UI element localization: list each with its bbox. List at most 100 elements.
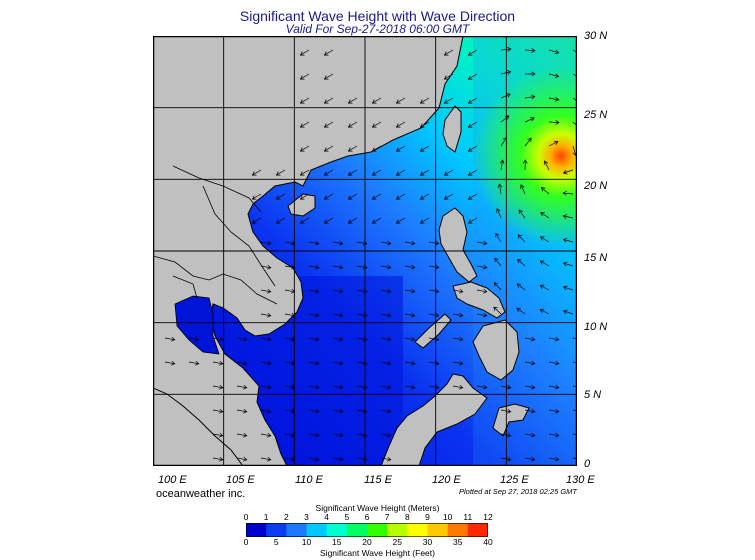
wave-direction-arrow: [356, 384, 368, 390]
lat-label-20n: 20 N: [584, 180, 608, 192]
colorbar-meters-tick: 0: [243, 512, 249, 522]
wave-direction-arrow: [548, 384, 560, 390]
wave-direction-arrow: [476, 264, 488, 270]
wave-direction-arrow: [260, 336, 272, 342]
colorbar-swatch: [467, 523, 488, 537]
wave-direction-arrow: [467, 97, 478, 104]
colorbar-feet-tick: 30: [422, 537, 433, 547]
wave-direction-arrow: [572, 73, 577, 77]
colorbar-feet-tick: 10: [301, 537, 312, 547]
wave-direction-arrow: [428, 264, 440, 270]
wave-direction-arrow: [548, 456, 560, 462]
wave-direction-arrow: [380, 384, 392, 390]
wave-direction-arrow: [380, 312, 392, 318]
wave-direction-arrow: [476, 240, 488, 246]
wave-direction-arrow: [260, 264, 272, 270]
wave-direction-arrow: [347, 193, 358, 200]
colorbar-feet-tick: 25: [392, 537, 402, 547]
wave-direction-arrow: [380, 264, 392, 270]
colorbar-swatch: [306, 523, 328, 537]
wave-direction-arrow: [443, 97, 454, 104]
wave-direction-arrow: [518, 209, 526, 219]
wave-direction-arrow: [323, 73, 334, 80]
wave-direction-arrow: [524, 137, 532, 147]
wave-direction-arrow: [493, 282, 502, 291]
land-sulawesi: [492, 403, 530, 437]
wave-direction-arrow: [284, 384, 296, 390]
wave-direction-arrow: [524, 408, 536, 414]
wave-direction-arrow: [260, 456, 272, 462]
wave-direction-arrow: [500, 137, 507, 147]
wave-direction-arrow: [164, 336, 176, 342]
wave-direction-arrow: [371, 97, 382, 104]
wave-direction-arrow: [500, 384, 512, 390]
wave-direction-arrow: [404, 264, 416, 270]
colorbar-meters-tick: 8: [404, 512, 410, 522]
wave-direction-arrow: [356, 336, 368, 342]
colorbar-border: [246, 523, 488, 537]
wave-direction-arrow: [548, 120, 560, 125]
colorbar-meters-tick: 3: [304, 512, 309, 522]
colorbar-feet-title: Significant Wave Height (Feet): [320, 548, 435, 558]
wave-direction-arrow: [395, 193, 406, 200]
wave-direction-arrow: [494, 257, 502, 267]
wave-direction-arrow: [562, 309, 574, 315]
wave-direction-arrow: [524, 432, 536, 438]
wave-direction-arrow: [188, 336, 200, 342]
lon-label-100e: 100 E: [158, 474, 187, 486]
wave-direction-arrow: [308, 384, 320, 390]
wave-direction-arrow: [356, 264, 368, 270]
wave-direction-arrow: [539, 236, 550, 243]
wave-direction-arrow: [260, 408, 272, 414]
wave-direction-arrow: [251, 169, 262, 176]
wave-direction-arrow: [476, 288, 488, 294]
wave-direction-arrow: [371, 217, 382, 224]
wave-direction-arrow: [323, 121, 334, 128]
wave-direction-arrow: [467, 145, 478, 152]
wave-direction-arrow: [260, 384, 272, 390]
colorbar-feet-tick: 35: [453, 537, 463, 547]
wave-height-map: [153, 36, 577, 466]
wave-direction-arrow: [428, 360, 440, 366]
wave-direction-arrow: [275, 169, 286, 176]
colorbar-meters-tick: 12: [483, 512, 493, 522]
wave-direction-arrow: [236, 408, 248, 414]
wave-direction-arrow: [500, 408, 512, 414]
wave-direction-arrow: [275, 193, 286, 200]
wave-direction-arrow: [443, 49, 454, 56]
wave-direction-arrow: [452, 312, 464, 318]
wave-direction-arrow: [500, 46, 512, 52]
wave-direction-arrow: [572, 433, 577, 436]
wave-direction-arrow: [380, 360, 392, 366]
wave-direction-arrow: [308, 336, 320, 342]
wave-direction-arrow: [395, 145, 406, 152]
wave-direction-arrow: [572, 337, 577, 340]
wave-direction-arrow: [251, 217, 262, 224]
wave-direction-arrow: [356, 288, 368, 294]
wave-direction-arrow: [496, 208, 502, 219]
colorbar-meters-tick: 7: [384, 512, 390, 522]
wave-direction-arrow: [467, 217, 478, 224]
wave-direction-arrow: [371, 169, 382, 176]
colorbar-meters-tick: 2: [283, 512, 289, 522]
land-borneo: [380, 373, 488, 466]
wave-direction-arrows: [164, 46, 577, 462]
colorbar-feet-tick: 15: [332, 537, 342, 547]
wave-direction-arrow: [212, 432, 224, 438]
wave-direction-arrow: [452, 336, 464, 342]
colorbar-meters-tick: 11: [463, 512, 473, 522]
wave-direction-arrow: [251, 193, 262, 200]
lat-label-0: 0: [584, 458, 591, 470]
country-borders: [153, 165, 278, 305]
colorbar-feet-tick: 20: [362, 537, 372, 547]
wave-direction-arrow: [524, 384, 536, 390]
wave-direction-arrow: [236, 384, 248, 390]
wave-direction-arrow: [419, 217, 430, 224]
wave-direction-arrow: [284, 288, 296, 294]
colorbar-swatch: [447, 523, 469, 537]
wave-direction-arrow: [284, 456, 296, 462]
wave-direction-arrow: [308, 288, 320, 294]
wave-direction-arrow: [562, 261, 574, 267]
plotted-timestamp: Plotted at Sep 27, 2018 02:25 GMT: [459, 487, 577, 496]
colorbar-swatch: [246, 523, 267, 537]
